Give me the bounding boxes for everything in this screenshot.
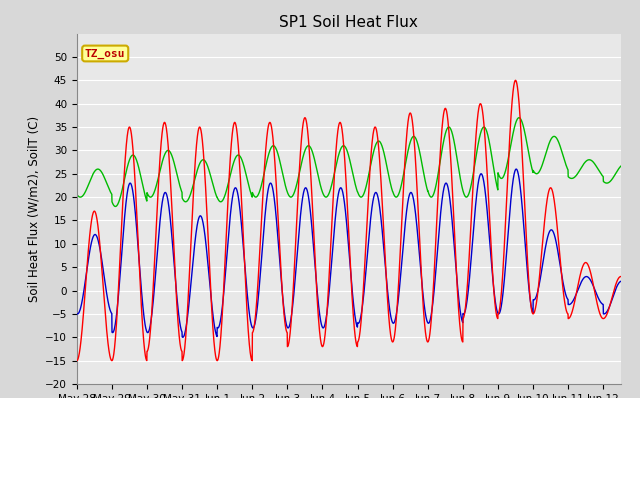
Y-axis label: Soil Heat Flux (W/m2), SoilT (C): Soil Heat Flux (W/m2), SoilT (C) (28, 116, 41, 302)
Text: TZ_osu: TZ_osu (85, 48, 125, 59)
X-axis label: Time: Time (334, 407, 364, 420)
Title: SP1 Soil Heat Flux: SP1 Soil Heat Flux (280, 15, 418, 30)
Legend: sp1_SHF_2, sp1_SHF_l, sp1_SHF_T: sp1_SHF_2, sp1_SHF_l, sp1_SHF_T (166, 449, 477, 472)
